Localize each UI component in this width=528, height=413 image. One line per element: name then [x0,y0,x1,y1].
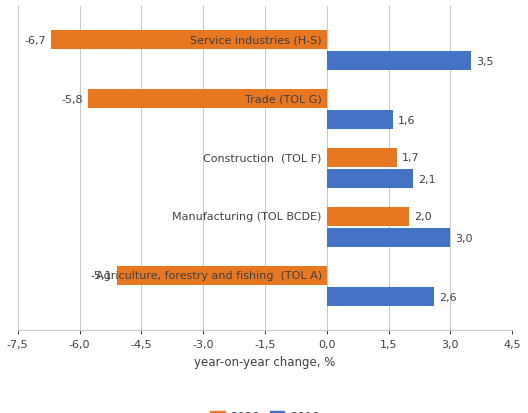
Bar [327,111,393,130]
Bar [327,229,450,247]
Text: 2,1: 2,1 [418,174,436,184]
Bar [327,149,397,168]
Text: -5,8: -5,8 [61,94,83,104]
Legend: 2020, 2019: 2020, 2019 [206,406,324,413]
Text: Agriculture, forestry and fishing  (TOL A): Agriculture, forestry and fishing (TOL A… [96,271,322,281]
Text: Service industries (H-S): Service industries (H-S) [190,36,322,45]
Bar [51,31,327,50]
Text: 2,0: 2,0 [414,212,432,222]
X-axis label: year-on-year change, %: year-on-year change, % [194,355,336,368]
Bar [327,52,471,71]
Bar [327,207,409,226]
Bar [327,170,413,189]
Text: Trade (TOL G): Trade (TOL G) [245,94,322,104]
Text: 2,6: 2,6 [439,292,457,302]
Text: 3,0: 3,0 [455,233,473,243]
Text: 3,5: 3,5 [476,57,494,66]
Text: -6,7: -6,7 [24,36,46,45]
Bar [88,90,327,109]
Text: 1,6: 1,6 [398,116,415,126]
Text: Manufacturing (TOL BCDE): Manufacturing (TOL BCDE) [173,212,322,222]
Bar [117,266,327,285]
Text: -5,1: -5,1 [90,271,112,281]
Text: Construction  (TOL F): Construction (TOL F) [203,153,322,163]
Bar [327,287,434,306]
Text: 1,7: 1,7 [402,153,419,163]
